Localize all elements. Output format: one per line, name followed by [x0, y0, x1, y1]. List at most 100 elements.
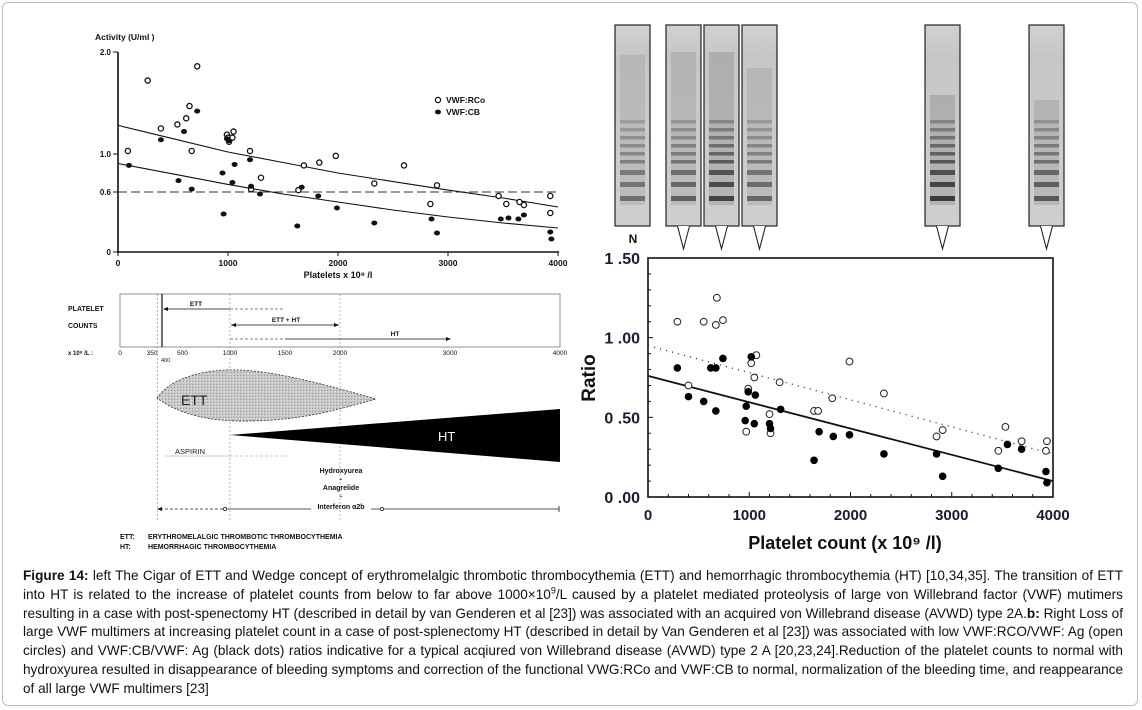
rco-ratio-data-point [814, 407, 822, 415]
cb-data-point [434, 230, 440, 236]
gel-strip-frame [924, 24, 961, 227]
gel-smear [620, 55, 645, 205]
gel-band [671, 120, 696, 124]
gel-band [709, 170, 734, 175]
gel-band [671, 136, 696, 140]
gel-pointer-icon [1039, 225, 1054, 252]
ett-ht-right-arrowhead-icon [334, 323, 339, 327]
row-label-counts: COUNTS [68, 323, 98, 330]
cb-data-point [226, 138, 233, 144]
cb-ratio-data-point [766, 424, 775, 433]
legend-abbr-ht: HT: [120, 544, 131, 551]
cb-data-point [175, 178, 182, 184]
drug-plus-2: + [340, 494, 343, 500]
cb-data-point [371, 220, 378, 226]
cb-data-point [315, 193, 322, 199]
cb-ratio-data-point [712, 407, 720, 415]
gel-band [709, 196, 734, 201]
gel-band [747, 170, 772, 175]
rco-ratio-data-point [932, 432, 941, 441]
y-tick-label: 0 [107, 248, 112, 257]
gel-band [747, 152, 772, 156]
cigar-axis-tick-label: 0 [118, 350, 122, 357]
cb-data-point [505, 215, 512, 221]
rco-ratio-data-point [684, 381, 693, 390]
gel-band [709, 128, 734, 132]
gel-band [930, 152, 955, 156]
sub-tick-400: 400 [161, 358, 170, 364]
x-tick-label: 3000 [935, 507, 968, 524]
gel-band [620, 136, 645, 140]
legend-text-ht: HEMORRHAGIC THROMBOCYTHEMIA [148, 544, 276, 551]
aspirin-label: ASPIRIN [175, 447, 205, 456]
gel-band [620, 152, 645, 156]
gel-band [709, 182, 734, 187]
cigar-wedge-diagram: PLATELET COUNTS x 10⁹ /L : 0 350 500 1000 15… [68, 293, 568, 551]
cb-data-point [547, 229, 554, 235]
rco-data-point [144, 77, 151, 84]
cb-ratio-data-point [994, 464, 1003, 473]
ratio-scatter-chart: 0 .00 0 .50 1 .00 1 .50 0 1000 2000 3000 4000 R… [579, 251, 1070, 553]
x-tick-label: 0 [116, 258, 121, 268]
rco-ratio-data-point [1017, 437, 1026, 446]
gel-band [930, 170, 955, 175]
rco-data-point [230, 128, 237, 135]
rco-data-point [371, 180, 378, 187]
gel-band [671, 144, 696, 148]
y-tick-label: 1 .00 [604, 331, 640, 348]
gel-band [747, 196, 772, 201]
rco-ratio-data-point [1042, 446, 1050, 455]
rco-data-point [182, 115, 190, 122]
ett-arrowhead-icon [163, 307, 168, 311]
gel-strip-frame [614, 24, 651, 227]
rco-data-point [186, 102, 193, 110]
cb-ratio-data-point [1017, 445, 1026, 454]
rco-data-point [246, 147, 254, 155]
cb-ratio-trend-line [647, 375, 1054, 482]
rco-ratio-data-point [1001, 422, 1010, 431]
cb-ratio-data-point [815, 427, 823, 436]
gel-pointer-icon [714, 225, 729, 252]
gel-band [1034, 128, 1059, 132]
ett-cigar-shape [156, 369, 378, 422]
arrow-label-ht: HT [391, 331, 400, 338]
rco-ratio-data-point [775, 378, 784, 387]
gel-band [671, 182, 696, 187]
gel-band [930, 196, 955, 201]
drug-interferon: Interferon α2b [317, 504, 364, 511]
gel-band [1034, 152, 1059, 156]
cb-data-point [548, 236, 555, 242]
cigar-axis-tick-label: 500 [177, 350, 188, 357]
cb-data-point [428, 216, 435, 222]
y-axis-title: Activity (U/ml ) [95, 32, 155, 42]
rco-data-point [193, 63, 201, 70]
rco-ratio-data-point [938, 426, 947, 434]
cb-ratio-data-point [673, 364, 682, 372]
y-tick-label: 2.0 [100, 48, 112, 57]
cb-ratio-data-point [845, 431, 854, 439]
cb-ratio-data-point [776, 405, 785, 414]
cb-ratio-data-point [684, 392, 693, 401]
legend-label-cb: VWF:CB [446, 107, 480, 117]
drug-plus-1: + [340, 477, 343, 483]
x-tick-label: 0 [644, 507, 652, 524]
rco-ratio-data-point [880, 389, 888, 398]
caption-superscript: 9 [550, 585, 556, 596]
gel-strip [741, 24, 778, 252]
cb-ratio-data-point [810, 456, 818, 465]
plot-frame [647, 257, 1054, 498]
gel-smear [1034, 100, 1059, 205]
x-tick-label: 4000 [1036, 507, 1069, 524]
gel-smear [671, 52, 696, 205]
cb-data-point [298, 184, 305, 190]
legend-open-circle-icon [434, 96, 442, 104]
ett-ht-left-arrowhead-icon [231, 323, 236, 327]
cb-ratio-data-point [747, 352, 756, 361]
gel-band [747, 120, 772, 124]
y-tick-label: 1 .50 [604, 251, 640, 268]
cb-data-point [256, 191, 263, 197]
rco-ratio-data-point [719, 316, 727, 325]
legend-label-rco: VWF:RCo [446, 95, 485, 105]
rco-ratio-data-point [712, 293, 721, 302]
gel-strip-frame [665, 24, 702, 227]
